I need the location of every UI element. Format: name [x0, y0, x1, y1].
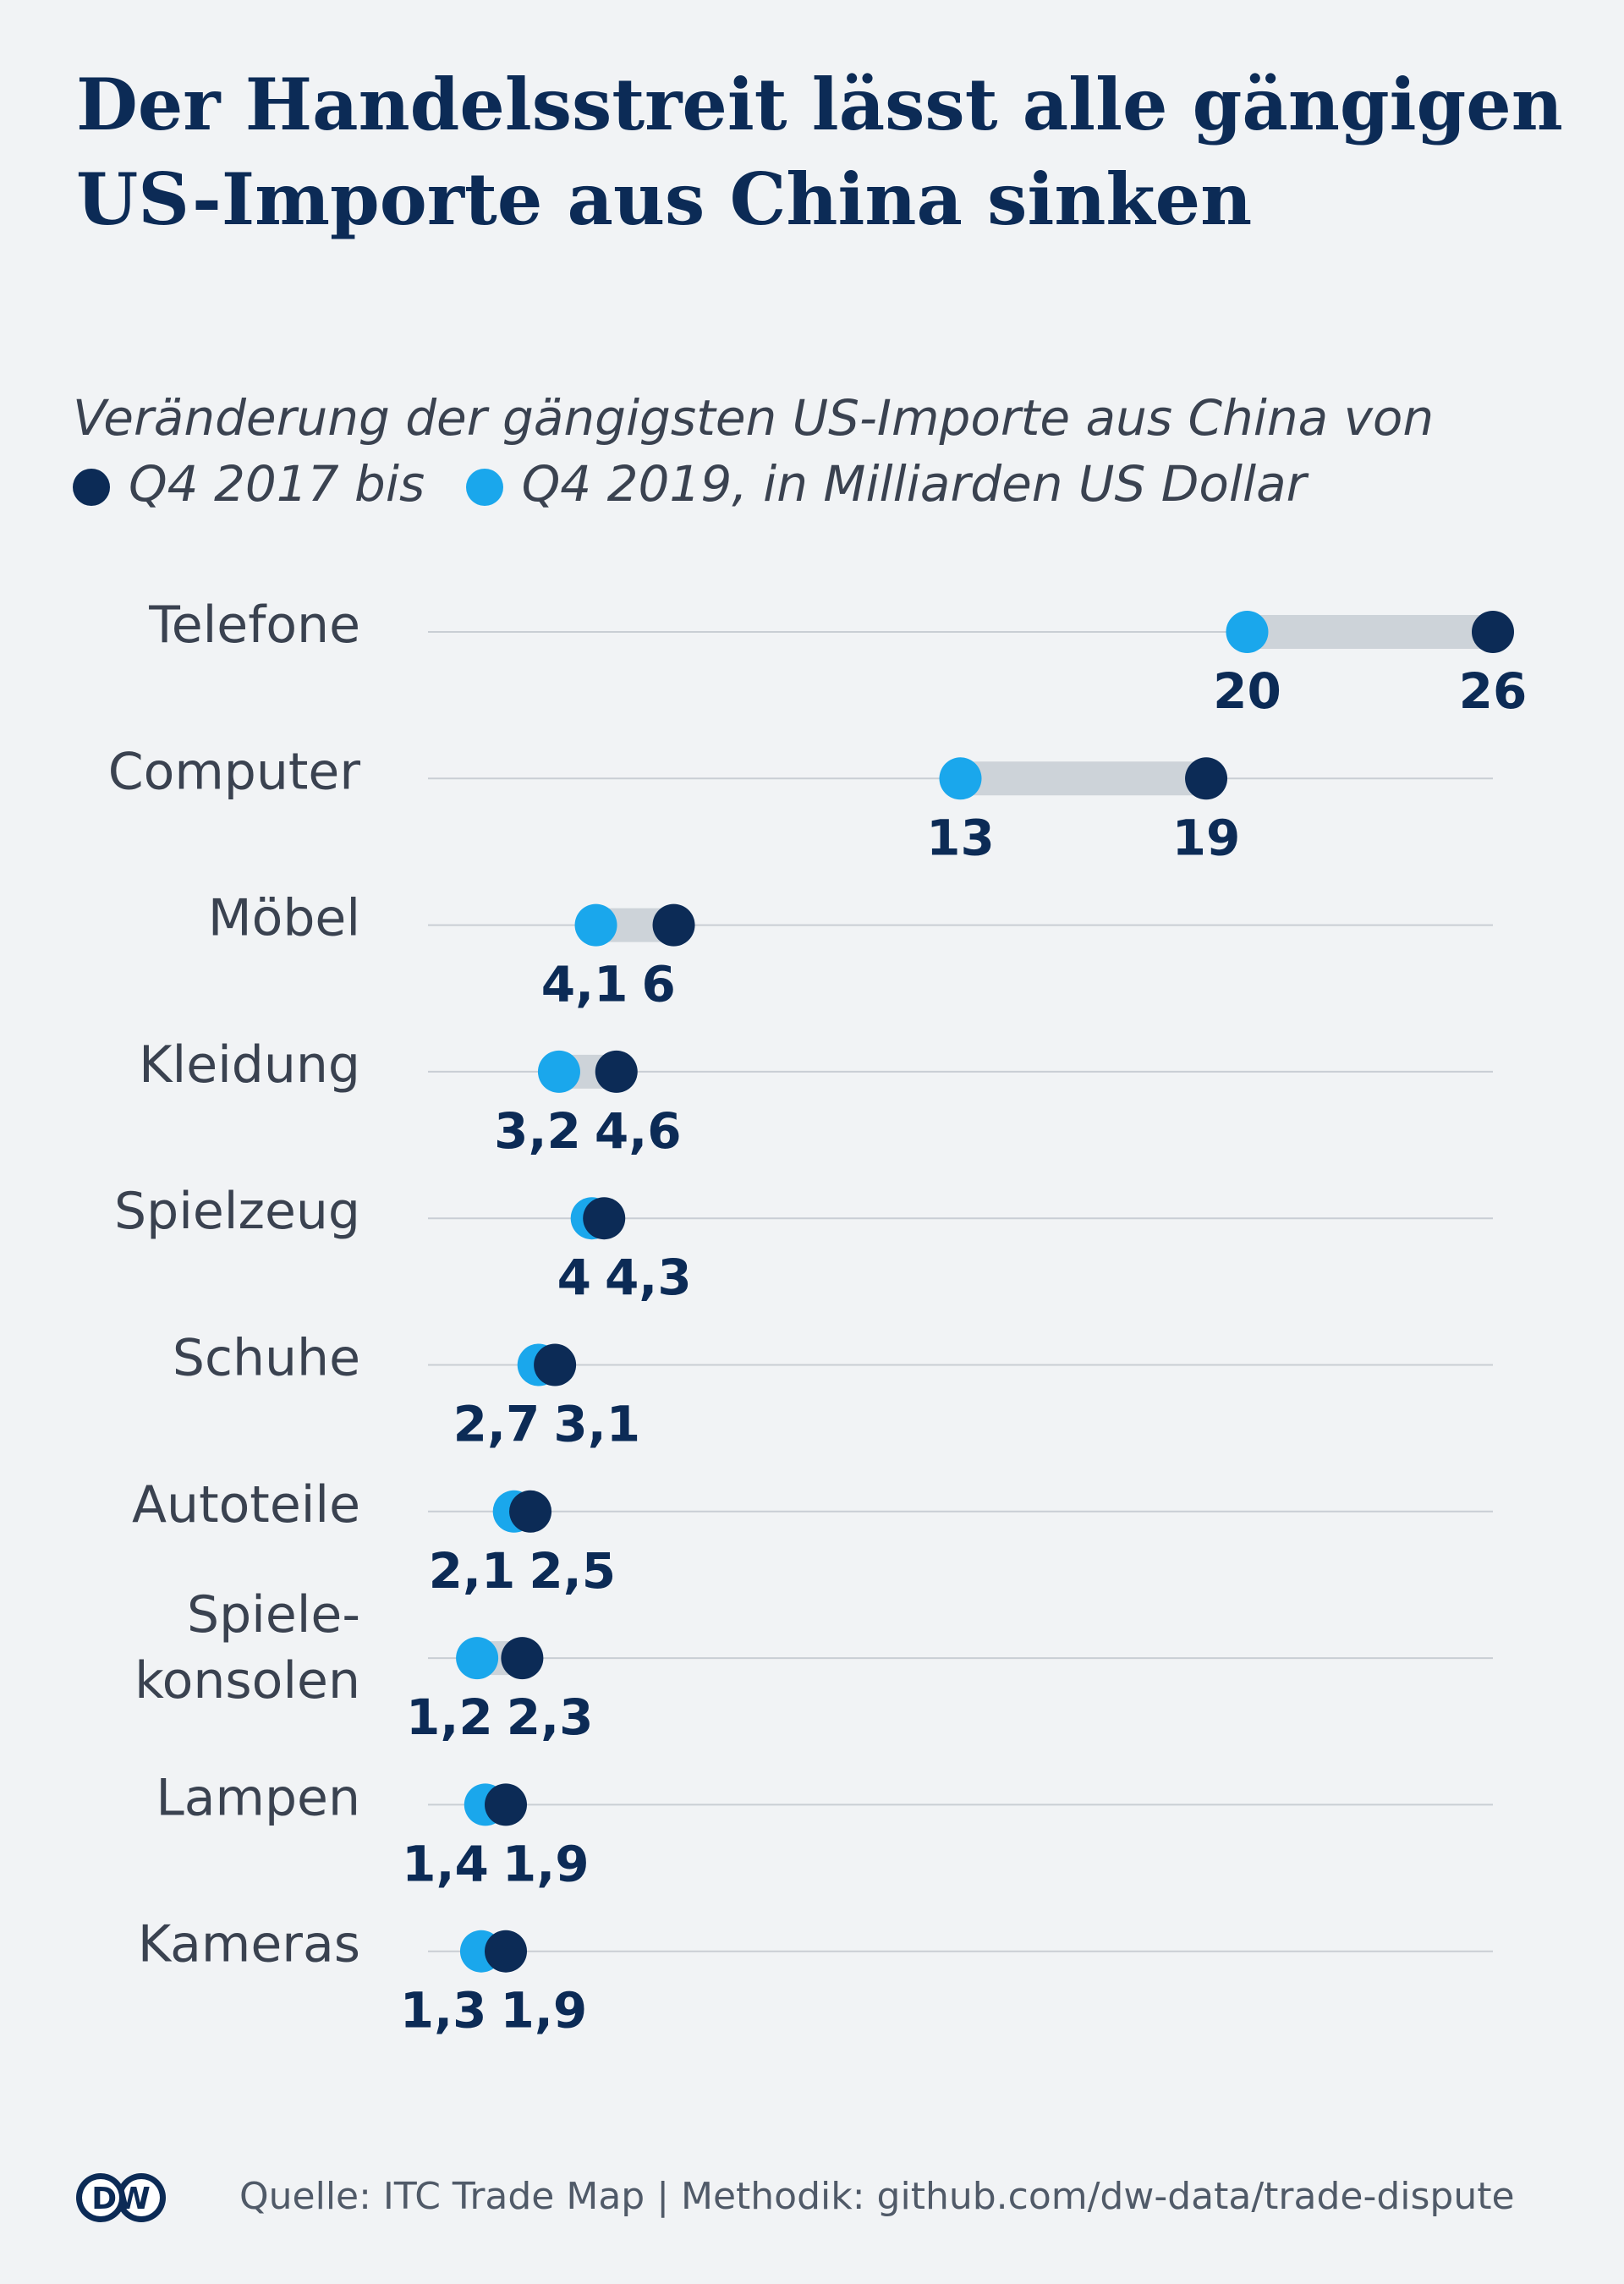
category-label: Spielzeug	[114, 1182, 360, 1241]
dot-q4-2019	[456, 1637, 499, 1680]
dot-q4-2017	[1185, 757, 1228, 800]
value-label-q4-2017: 1,9	[500, 1982, 587, 2040]
category-label: Spiele-konsolen	[134, 1585, 360, 1710]
category-label: Kleidung	[139, 1035, 360, 1095]
dot-q4-2017	[534, 1343, 577, 1386]
legend-label-q4-2017: Q4 2017 bis	[129, 455, 425, 513]
value-label-q4-2019: 1,3	[400, 1982, 487, 2040]
value-label-q4-2017: 4,3	[605, 1249, 692, 1306]
dot-q4-2017	[652, 903, 695, 947]
dot-q4-2019	[574, 903, 617, 947]
value-label-q4-2017: 3,1	[553, 1396, 640, 1453]
category-label: Möbel	[208, 889, 360, 948]
dot-q4-2017	[485, 1930, 528, 1973]
value-label-q4-2017: 19	[1172, 809, 1241, 866]
legend-label-q4-2019: Q4 2019, in Milliarden US Dollar	[521, 455, 1307, 513]
value-label-q4-2017: 6	[642, 956, 676, 1013]
value-label-q4-2019: 13	[926, 809, 995, 866]
footer: DW Quelle: ITC Trade Map | Methodik: git…	[74, 2153, 1580, 2237]
dw-logo: DW	[76, 2173, 166, 2222]
legend-dot-q4-2017	[73, 469, 110, 506]
category-label: Kameras	[138, 1915, 360, 1974]
dumbbell-chart: Telefone 20 26 Computer 13 19 Möbel 4,1 6 Kleidun…	[108, 596, 1528, 2040]
source-note: Quelle: ITC Trade Map | Methodik: github…	[239, 2175, 1515, 2218]
dot-q4-2019	[537, 1050, 580, 1093]
legend-dot-q4-2019	[465, 469, 503, 506]
dot-q4-2019	[939, 757, 982, 800]
value-label-q4-2019: 20	[1213, 662, 1281, 720]
subtitle-line-1: Veränderung der gängigsten US-Importe au…	[73, 389, 1435, 447]
value-label-q4-2017: 26	[1459, 662, 1528, 720]
category-label: Autoteile	[132, 1475, 360, 1535]
value-label-q4-2017: 2,5	[529, 1542, 616, 1600]
svg-text:DW: DW	[91, 2182, 151, 2216]
value-label-q4-2019: 2,1	[429, 1542, 516, 1600]
dot-q4-2017	[1472, 611, 1514, 653]
dot-q4-2017	[501, 1637, 544, 1680]
value-label-q4-2019: 2,7	[453, 1396, 540, 1453]
value-label-q4-2017: 2,3	[507, 1688, 594, 1746]
value-label-q4-2019: 4	[557, 1249, 591, 1306]
dot-q4-2019	[1226, 611, 1269, 653]
dot-q4-2017	[583, 1197, 626, 1240]
dot-q4-2017	[509, 1490, 552, 1533]
value-label-q4-2019: 1,2	[406, 1688, 493, 1746]
value-label-q4-2019: 1,4	[402, 1835, 489, 1892]
dot-q4-2017	[595, 1050, 638, 1093]
value-label-q4-2019: 4,1	[541, 956, 628, 1013]
value-label-q4-2017: 1,9	[502, 1835, 590, 1892]
category-label: Telefone	[148, 596, 360, 655]
chart-title-line-2: US-Importe aus China sinken	[76, 157, 1253, 241]
category-label: Lampen	[156, 1768, 360, 1827]
category-label: Computer	[108, 742, 361, 801]
legend: Q4 2017 bis Q4 2019, in Milliarden US Do…	[73, 451, 1578, 517]
chart-title: Der Handelsstreit lässt alle gängigen US…	[76, 58, 1565, 247]
dot-q4-2017	[485, 1783, 528, 1826]
category-label: Schuhe	[173, 1329, 360, 1388]
value-label-q4-2017: 4,6	[595, 1102, 682, 1160]
chart-subtitle: Veränderung der gängigsten US-Importe au…	[73, 385, 1578, 517]
value-label-q4-2019: 3,2	[494, 1102, 581, 1160]
chart-title-line-1: Der Handelsstreit lässt alle gängigen	[76, 63, 1563, 146]
